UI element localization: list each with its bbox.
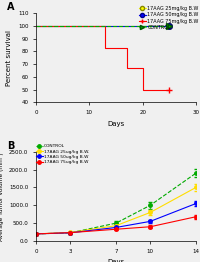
Y-axis label: Percent survival: Percent survival <box>6 30 12 86</box>
Legend: 17AAG 25mg/kg B.W, 17AAG 50mg/kg B.W, 17AAG 75mg/kg B.W, CONTROL: 17AAG 25mg/kg B.W, 17AAG 50mg/kg B.W, 17… <box>138 5 200 31</box>
X-axis label: Days: Days <box>107 259 125 262</box>
Text: B: B <box>7 141 15 151</box>
Text: A: A <box>7 2 15 12</box>
Legend: CONTROL, 17AAG 25ug/kg B.W., 17AAG 50ug/kg B.W, 17AAG 75ug/kg B.W: CONTROL, 17AAG 25ug/kg B.W., 17AAG 50ug/… <box>35 143 90 165</box>
Y-axis label: Average Tumor Volume (mm³): Average Tumor Volume (mm³) <box>0 152 4 241</box>
X-axis label: Days: Days <box>107 121 125 127</box>
